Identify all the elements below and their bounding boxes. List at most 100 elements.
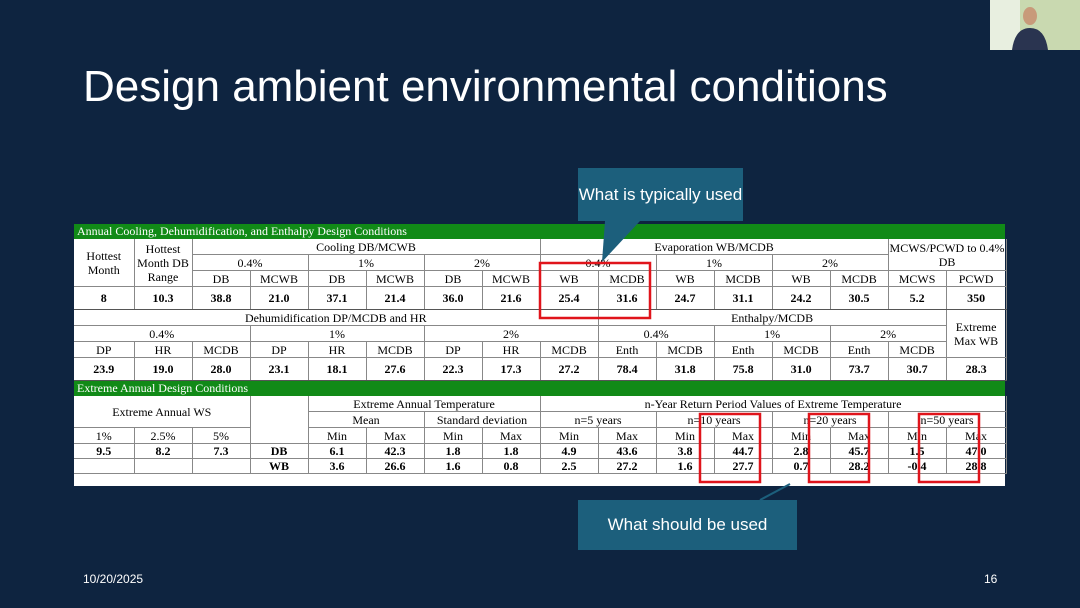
header-cell: MCDB (830, 270, 889, 287)
header-cell: 1% (714, 325, 831, 342)
value-cell: 31.0 (772, 357, 831, 381)
empty-cell (74, 458, 135, 474)
header-cell: MCDB (598, 270, 657, 287)
highlight-box (538, 261, 652, 320)
header-row: 0.4% 1% 2% 0.4% 1% 2% (74, 325, 1006, 342)
header-cell: 0.4% (74, 325, 251, 342)
header-cell: HR (482, 341, 541, 358)
callout-typical: What is typically used (578, 168, 743, 221)
header-cell: Enthalpy/MCDB (598, 310, 947, 326)
header-cell: Standard deviation (424, 411, 541, 428)
value-cell: 0.7 (772, 458, 831, 474)
value-cell: 22.3 (424, 357, 483, 381)
header-cell: Extreme Annual Temperature (308, 396, 541, 412)
header-cell: Extreme Annual WS (74, 396, 251, 428)
header-cell: MCDB (888, 341, 947, 358)
value-cell: 24.7 (656, 286, 715, 310)
value-cell: 28.0 (192, 357, 251, 381)
header-cell: Max (946, 427, 1007, 444)
value-cell: 19.0 (134, 357, 193, 381)
value-cell: 1.6 (424, 458, 483, 474)
header-cell: MCWS (888, 270, 947, 287)
header-cell: Min (308, 427, 367, 444)
header-row: DB MCWB DB MCWB DB MCWB WB MCDB WB MCDB WB MCDB MCWS… (74, 270, 1007, 287)
header-cell: 2% (772, 254, 889, 271)
value-cell: 17.3 (482, 357, 541, 381)
value-cell: 6.1 (308, 443, 367, 459)
value-cell: 27.6 (366, 357, 425, 381)
header-row: DP HR MCDB DP HR MCDB DP HR MCDB Enth MCDB Enth MCDB… (74, 341, 1006, 358)
value-cell: WB (250, 458, 309, 474)
header-row: Hottest Month Hottest Month DB Range Cooli… (74, 239, 1007, 287)
header-cell: MCDB (366, 341, 425, 358)
value-cell: 27.2 (540, 357, 599, 381)
header-cell: 1% (74, 427, 135, 444)
value-cell: 23.1 (250, 357, 309, 381)
highlight-box (917, 412, 981, 484)
webcam-face (1023, 7, 1037, 25)
header-cell: Dehumidification DP/MCDB and HR (74, 310, 599, 326)
header-cell: Min (888, 427, 947, 444)
header-cell: Min (424, 427, 483, 444)
header-cell: WB (656, 270, 715, 287)
value-cell: 2.5 (540, 458, 599, 474)
header-cell: Cooling DB/MCWB (192, 239, 541, 255)
slide-title: Design ambient environmental conditions (83, 62, 888, 111)
header-cell: 2% (830, 325, 947, 342)
empty-cell (134, 458, 193, 474)
header-cell: DP (250, 341, 309, 358)
header-cell: DB (192, 270, 251, 287)
header-cell: Max (714, 427, 773, 444)
header-cell: Min (540, 427, 599, 444)
header-cell: DP (74, 341, 135, 358)
value-cell: 75.8 (714, 357, 773, 381)
value-cell: 25.4 (540, 286, 599, 310)
header-cell: Enth (714, 341, 773, 358)
header-cell: n=20 years (772, 411, 889, 428)
value-cell: 30.7 (888, 357, 947, 381)
header-cell: Enth (830, 341, 889, 358)
header-row: Extreme Annual WS Extreme Annual Temperat… (74, 396, 1007, 444)
slide-date: 10/20/2025 (83, 572, 144, 586)
value-cell: 10.3 (134, 286, 193, 310)
webcam-body (1012, 28, 1048, 50)
header-cell: Max (830, 427, 889, 444)
value-cell: 21.4 (366, 286, 425, 310)
header-cell: DB (308, 270, 367, 287)
value-cell: 38.8 (192, 286, 251, 310)
callout-tail (602, 221, 640, 262)
header-cell: WB (540, 270, 599, 287)
header-cell: HR (308, 341, 367, 358)
value-cell: 18.1 (308, 357, 367, 381)
webcam (990, 0, 1080, 50)
value-cell: 21.6 (482, 286, 541, 310)
value-cell: 42.3 (366, 443, 425, 459)
header-cell: n-Year Return Period Values of Extreme T… (540, 396, 1007, 412)
page-number: 16 (984, 572, 998, 586)
header-row: Mean Standard deviation n=5 years n=10 year… (74, 411, 1007, 428)
design-table: Annual Cooling, Dehumidification, and En… (74, 224, 1007, 486)
header-cell: Hottest Month DB Range (134, 239, 193, 287)
value-cell: 26.6 (366, 458, 425, 474)
section-table: Dehumidification DP/MCDB and HR Enthalpy/… (74, 310, 1007, 381)
header-cell: Min (772, 427, 831, 444)
value-cell: 8.2 (134, 443, 193, 459)
value-cell: 47.0 (946, 443, 1007, 459)
header-cell: 1% (308, 254, 425, 271)
value-cell: 36.0 (424, 286, 483, 310)
value-cell: 1.5 (888, 443, 947, 459)
value-cell: 4.9 (540, 443, 599, 459)
header-cell: DP (424, 341, 483, 358)
header-cell: DB (424, 270, 483, 287)
header-row: 0.4% 1% 2% 0.4% 1% 2% (74, 254, 1006, 271)
value-cell: 24.2 (772, 286, 831, 310)
header-cell: 5% (192, 427, 251, 444)
value-cell: 5.2 (888, 286, 947, 310)
callout-should: What should be used (578, 500, 797, 550)
value-cell: -0.4 (888, 458, 947, 474)
header-cell: MCDB (714, 270, 773, 287)
value-cell: 23.9 (74, 357, 135, 381)
highlight-box (698, 412, 762, 484)
value-cell: 28.3 (946, 357, 1007, 381)
